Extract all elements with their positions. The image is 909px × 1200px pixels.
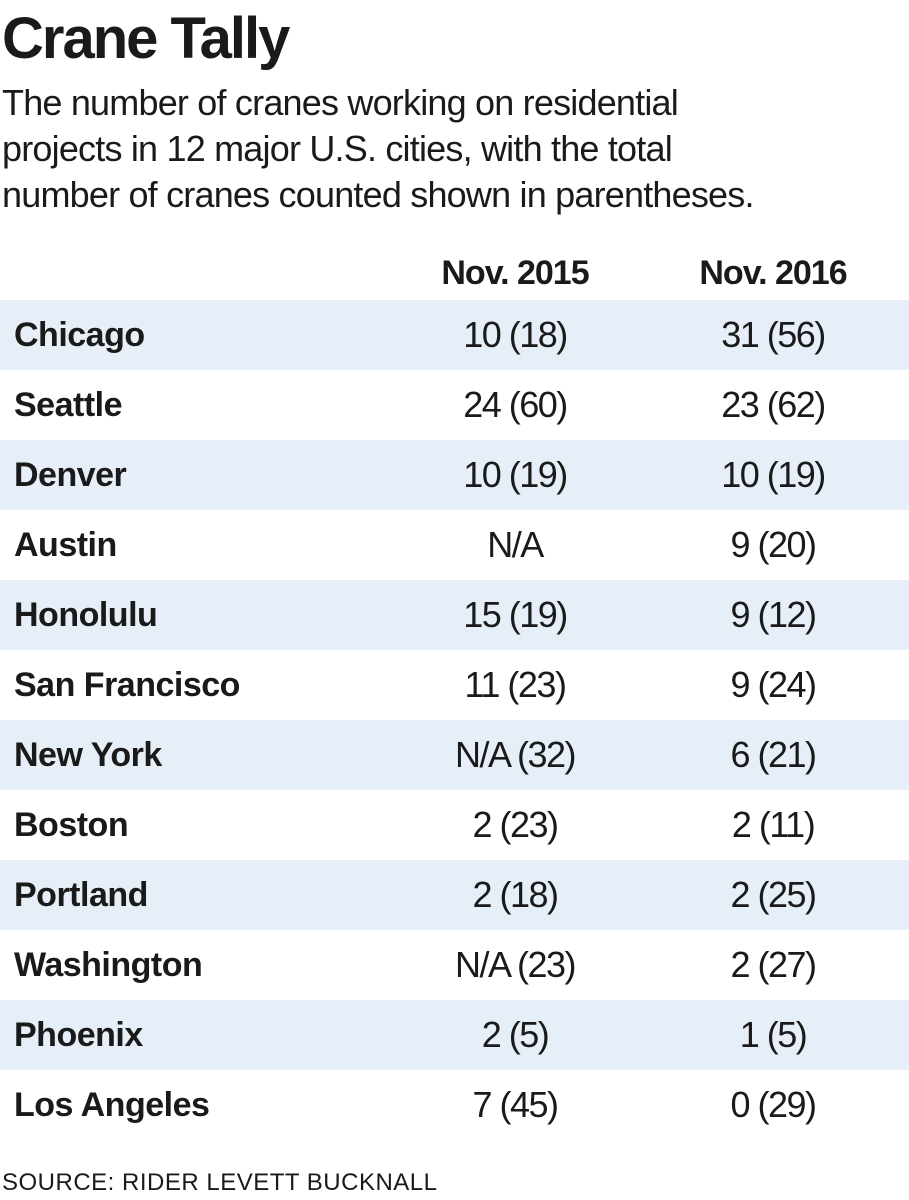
cranes-nov-2016: 2 (11) [731,804,816,845]
cranes-nov-2016: 1 (5) [739,1014,808,1055]
cranes-nov-2015: 7 (45) [472,1084,559,1125]
city-name: Seattle [14,386,123,424]
city-name: Portland [14,876,148,914]
city-name: New York [14,736,162,774]
cranes-nov-2015: 24 (60) [463,384,568,425]
table-row: New York N/A (32) 6 (21) [0,720,909,790]
table-row: Seattle 24 (60) 23 (62) [0,370,909,440]
cranes-nov-2016: 23 (62) [721,384,826,425]
source-note: SOURCE: RIDER LEVETT BUCKNALL [2,1169,438,1196]
table-row: San Francisco 11 (23) 9 (24) [0,650,909,720]
table-row: Los Angeles 7 (45) 0 (29) [0,1070,909,1140]
city-name: Phoenix [14,1016,143,1054]
city-name: Chicago [14,316,145,354]
cranes-nov-2015: 10 (19) [463,454,568,495]
table-row: Chicago 10 (18) 31 (56) [0,300,909,370]
cranes-nov-2015: 10 (18) [463,314,568,355]
cranes-nov-2015: 15 (19) [463,594,568,635]
city-name: Honolulu [14,596,158,634]
cranes-nov-2015: N/A (23) [454,944,577,985]
table-row: Honolulu 15 (19) 9 (12) [0,580,909,650]
subtitle-line: number of cranes counted shown in parent… [2,174,754,215]
column-header-2015: Nov. 2015 [441,254,589,292]
table-row: Washington N/A (23) 2 (27) [0,930,909,1000]
cranes-nov-2016: 9 (12) [730,594,817,635]
table-row: Phoenix 2 (5) 1 (5) [0,1000,909,1070]
cranes-nov-2015: 2 (5) [481,1014,550,1055]
subtitle-line: projects in 12 major U.S. cities, with t… [2,128,673,169]
chart-title: Crane Tally [2,6,290,71]
city-name: Austin [14,526,117,564]
crane-table-body: Chicago 10 (18) 31 (56) Seattle 24 (60) 23 (6… [0,300,909,1140]
table-row: Austin N/A 9 (20) [0,510,909,580]
cranes-nov-2016: 6 (21) [730,734,817,775]
table-row: Boston 2 (23) 2 (11) [0,790,909,860]
cranes-nov-2016: 9 (20) [730,524,817,565]
column-header-2016: Nov. 2016 [699,254,847,292]
cranes-nov-2016: 2 (25) [730,874,817,915]
subtitle-line: The number of cranes working on resident… [2,82,679,123]
cranes-nov-2015: 2 (23) [472,804,559,845]
table-row: Denver 10 (19) 10 (19) [0,440,909,510]
cranes-nov-2015: N/A [487,524,544,565]
cranes-nov-2016: 9 (24) [730,664,817,705]
city-name: Denver [14,456,127,494]
city-name: Washington [14,946,203,984]
cranes-nov-2016: 31 (56) [721,314,826,355]
cranes-nov-2015: N/A (32) [454,734,577,775]
cranes-nov-2015: 11 (23) [464,664,567,705]
cranes-nov-2016: 2 (27) [730,944,817,985]
cranes-nov-2016: 10 (19) [721,454,826,495]
city-name: Los Angeles [14,1086,210,1124]
cranes-nov-2016: 0 (29) [730,1084,817,1125]
city-name: San Francisco [14,666,240,704]
city-name: Boston [14,806,129,844]
cranes-nov-2015: 2 (18) [472,874,559,915]
chart-subtitle: The number of cranes working on resident… [2,80,907,218]
table-row: Portland 2 (18) 2 (25) [0,860,909,930]
